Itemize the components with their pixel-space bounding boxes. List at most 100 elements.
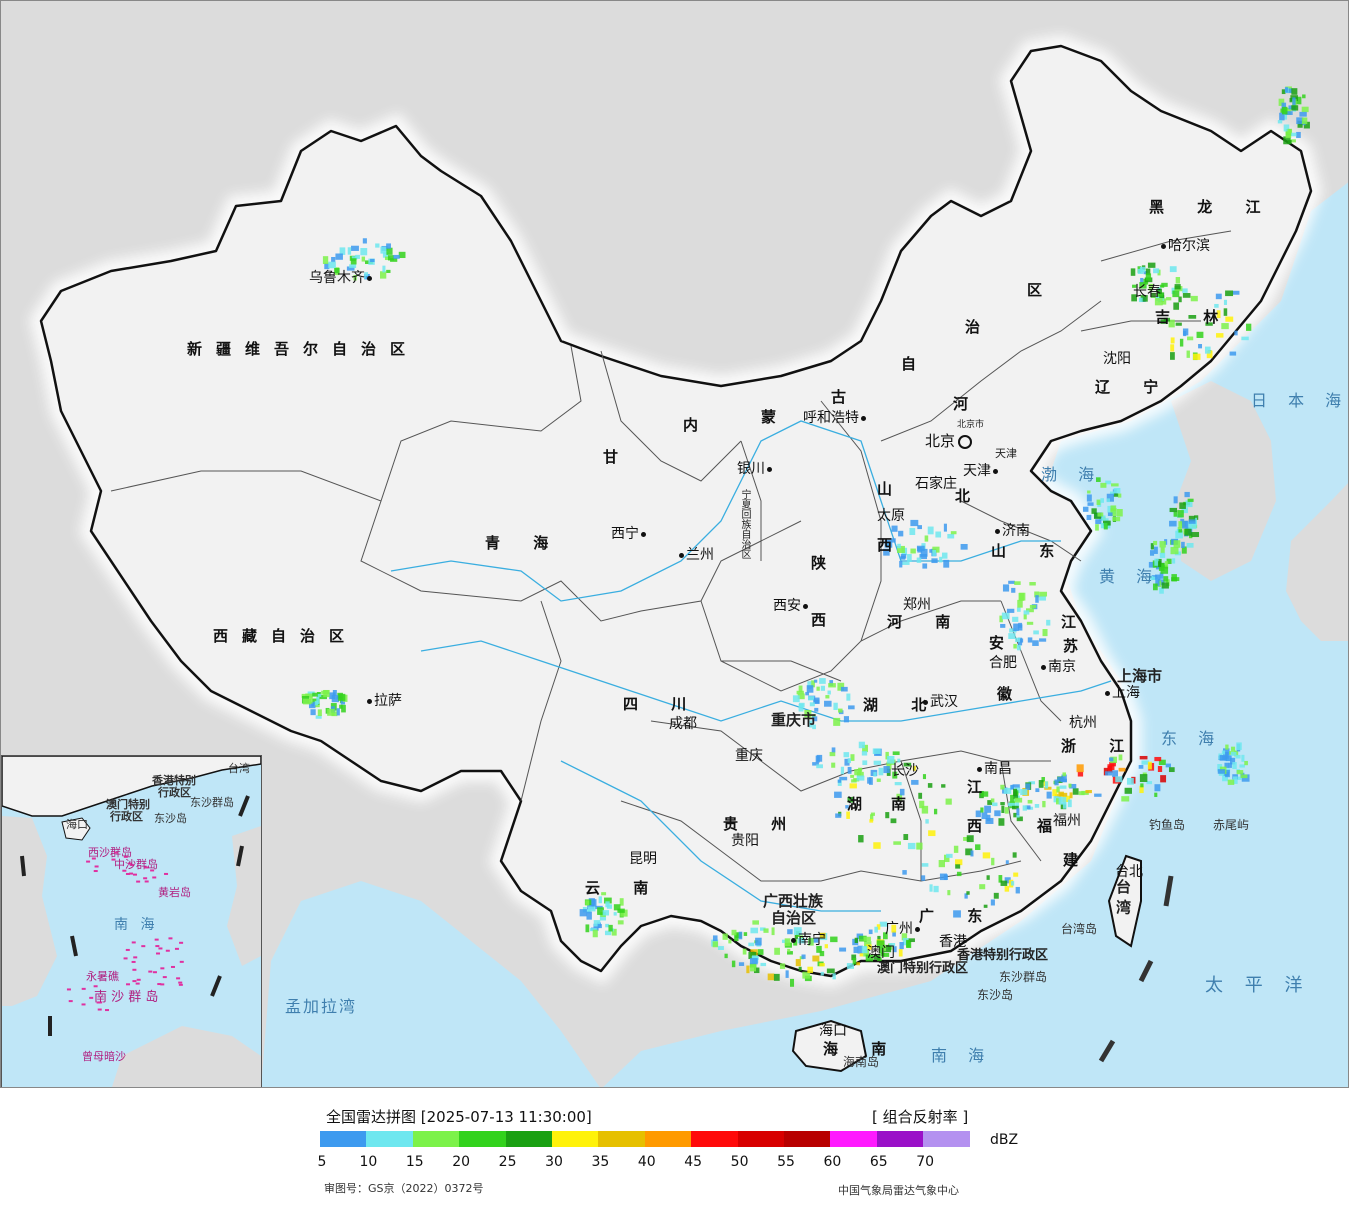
- radar-echo: [797, 693, 805, 700]
- radar-echo: [819, 932, 826, 939]
- radar-echo: [864, 941, 872, 948]
- radar-echo: [1145, 268, 1151, 276]
- radar-echo: [1240, 774, 1248, 779]
- radar-echo: [1034, 591, 1040, 598]
- radar-echo: [305, 693, 313, 698]
- sea-ribenhai: 日 本 海: [1251, 391, 1349, 410]
- radar-echo: [925, 819, 929, 824]
- legend-swatch: [784, 1131, 831, 1147]
- radar-echo: [760, 962, 767, 967]
- radar-echo: [885, 812, 890, 819]
- radar-echo: [898, 530, 904, 537]
- radar-echo: [799, 702, 805, 708]
- inset-island-markers: [66, 851, 184, 1012]
- radar-echo: [611, 928, 617, 936]
- radar-echo: [728, 939, 732, 944]
- radar-echo: [1023, 614, 1027, 620]
- radar-echo: [303, 698, 311, 705]
- radar-echo: [809, 702, 815, 707]
- radar-echo: [370, 258, 375, 263]
- radar-echo: [771, 927, 775, 936]
- radar-echo: [811, 938, 819, 943]
- province-xizang: 西藏自治区: [213, 627, 359, 645]
- radar-echo: [1100, 482, 1107, 488]
- radar-echo: [812, 762, 819, 766]
- city-jinan: 济南: [993, 524, 1030, 538]
- radar-echo: [899, 942, 904, 950]
- radar-echo: [986, 814, 991, 822]
- radar-echo: [1151, 576, 1159, 581]
- inset-island-marker: [178, 981, 183, 984]
- city-marker-icon: [367, 275, 372, 281]
- radar-echo: [1056, 798, 1061, 805]
- radar-echo: [1154, 792, 1158, 797]
- radar-echo: [1002, 584, 1010, 592]
- radar-echo: [798, 703, 804, 712]
- radar-echo: [1067, 799, 1072, 808]
- radar-echo: [820, 685, 826, 691]
- radar-echo: [1302, 94, 1306, 99]
- radar-echo: [986, 875, 990, 880]
- radar-echo: [1161, 282, 1168, 287]
- radar-echo: [1027, 637, 1033, 643]
- radar-echo: [912, 766, 916, 771]
- radar-echo: [1283, 136, 1291, 145]
- inset-island-marker: [91, 857, 96, 860]
- radar-echo: [932, 546, 940, 553]
- inset-island-marker: [89, 996, 94, 999]
- legend-tick: 65: [869, 1154, 888, 1170]
- radar-echo: [797, 937, 806, 944]
- radar-echo: [1087, 502, 1094, 506]
- radar-echo: [598, 896, 602, 904]
- radar-echo: [898, 949, 903, 957]
- radar-echo: [1194, 515, 1199, 520]
- radar-echo: [1294, 96, 1302, 105]
- radar-echo: [731, 960, 736, 968]
- radar-echo: [1164, 561, 1169, 569]
- radar-echo: [1154, 756, 1162, 762]
- inset-island-marker: [81, 1003, 86, 1006]
- radar-echo: [911, 779, 919, 785]
- inset-island-marker: [81, 987, 86, 990]
- radar-echo: [353, 274, 357, 281]
- radar-echo: [1216, 333, 1224, 338]
- radar-echo: [1196, 331, 1204, 338]
- inset-island-marker: [94, 865, 99, 868]
- inset-island-marker: [152, 876, 157, 879]
- radar-echo: [1285, 88, 1293, 94]
- radar-echo: [846, 963, 855, 969]
- radar-map[interactable]: 新疆维吾尔自治区 西藏自治区 青 海 甘 四 川 云 南 贵 州 陕 西 河 南…: [0, 0, 1349, 1088]
- radar-echo: [608, 924, 613, 932]
- legend-tick: 60: [823, 1154, 842, 1170]
- radar-echo: [774, 947, 780, 955]
- radar-echo: [901, 933, 908, 941]
- radar-echo: [1010, 784, 1015, 790]
- radar-echo: [1178, 529, 1183, 533]
- inset-island-marker: [136, 978, 141, 981]
- radar-echo: [981, 812, 988, 820]
- radar-echo: [1111, 483, 1119, 487]
- radar-echo: [1225, 316, 1234, 322]
- province-jiangxi: 江: [967, 778, 983, 796]
- radar-echo: [1038, 780, 1044, 788]
- inset-island-marker: [132, 980, 137, 983]
- radar-echo: [893, 946, 897, 953]
- radar-echo: [1292, 97, 1296, 105]
- radar-echo: [1282, 106, 1288, 115]
- radar-echo: [1187, 498, 1194, 502]
- radar-echo: [928, 830, 936, 837]
- radar-echo: [1186, 350, 1190, 358]
- radar-echo: [1241, 754, 1245, 762]
- radar-echo: [1281, 102, 1287, 110]
- radar-echo: [874, 926, 878, 933]
- legend-swatch: [876, 1131, 924, 1147]
- radar-echo: [1170, 344, 1175, 352]
- radar-echo: [1139, 774, 1148, 783]
- radar-echo: [380, 271, 387, 279]
- inset-label-hk: 香港特别: [152, 774, 196, 787]
- city-marker-icon: [641, 531, 646, 537]
- radar-echo: [798, 966, 802, 971]
- radar-echo: [843, 752, 850, 758]
- radar-echo: [1159, 572, 1164, 579]
- radar-echo: [1182, 520, 1189, 529]
